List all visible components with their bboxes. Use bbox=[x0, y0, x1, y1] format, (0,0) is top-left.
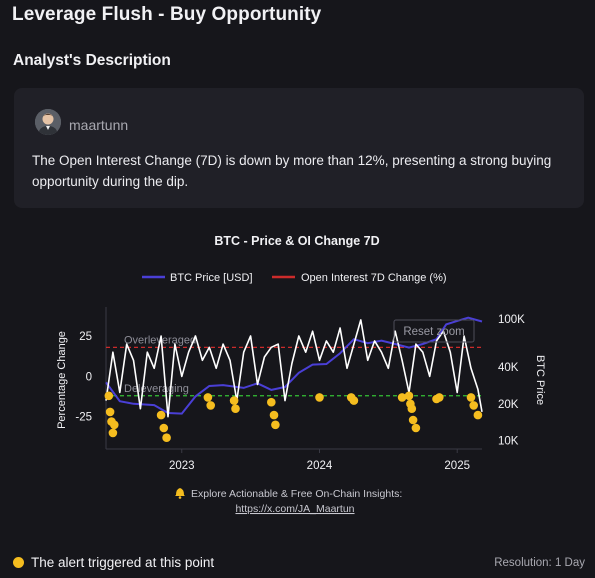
legend-label-open-interest: Open Interest 7D Change (%) bbox=[301, 272, 447, 284]
reset-zoom-button[interactable]: Reset zoom bbox=[393, 319, 475, 343]
chart-container: BTC - Price & OI Change 7D BTC Price [US… bbox=[0, 225, 595, 525]
alert-point[interactable] bbox=[105, 407, 115, 417]
chart-legend: BTC Price [USD] Open Interest 7D Change … bbox=[142, 272, 447, 284]
right-axis-label: BTC Price bbox=[534, 355, 546, 405]
avatar bbox=[35, 109, 61, 135]
watermark-text: Explore Actionable & Free On-Chain Insig… bbox=[191, 488, 402, 500]
alert-point[interactable] bbox=[473, 410, 483, 420]
alert-legend-text: The alert triggered at this point bbox=[31, 555, 215, 570]
alert-point[interactable] bbox=[104, 391, 114, 401]
series-line-open-interest bbox=[105, 319, 483, 418]
alert-point[interactable] bbox=[231, 404, 240, 413]
alert-point[interactable] bbox=[411, 423, 421, 433]
page-title: Leverage Flush - Buy Opportunity bbox=[12, 4, 322, 25]
left-tick-label: 0 bbox=[86, 371, 92, 383]
alert-point[interactable] bbox=[203, 393, 213, 402]
alert-point[interactable] bbox=[159, 423, 169, 433]
btc-price-oi-chart: BTC - Price & OI Change 7D BTC Price [US… bbox=[56, 234, 546, 515]
x-tick-label: 2024 bbox=[307, 460, 333, 472]
alert-marker-icon bbox=[13, 557, 24, 568]
alert-point[interactable] bbox=[408, 415, 418, 425]
resolution-label: Resolution: 1 Day bbox=[494, 557, 585, 569]
right-tick-label: 100K bbox=[498, 314, 525, 326]
description-card: maartunn The Open Interest Change (7D) i… bbox=[14, 88, 584, 208]
alert-point[interactable] bbox=[397, 393, 407, 402]
left-axis-label: Percentage Change bbox=[56, 331, 68, 429]
alert-point[interactable] bbox=[206, 401, 215, 410]
alert-point[interactable] bbox=[162, 433, 171, 442]
description-text: The Open Interest Change (7D) is down by… bbox=[32, 153, 552, 189]
alert-point[interactable] bbox=[349, 396, 359, 405]
watermark: Explore Actionable & Free On-Chain Insig… bbox=[175, 488, 402, 515]
alert-point[interactable] bbox=[108, 428, 118, 438]
threshold-label-deleveraging: Deleveraging bbox=[124, 383, 189, 395]
bell-icon bbox=[175, 488, 185, 499]
section-heading: Analyst's Description bbox=[13, 52, 171, 69]
watermark-link[interactable]: https://x.com/JA_Maartun bbox=[235, 503, 354, 515]
legend-item-open-interest[interactable]: Open Interest 7D Change (%) bbox=[272, 272, 447, 284]
alert-point[interactable] bbox=[407, 404, 417, 413]
alert-point[interactable] bbox=[229, 396, 239, 405]
reset-zoom-label: Reset zoom bbox=[403, 326, 464, 338]
left-tick-label: 25 bbox=[79, 331, 92, 343]
right-tick-label: 10K bbox=[498, 435, 519, 447]
alert-point[interactable] bbox=[110, 420, 119, 430]
alert-point[interactable] bbox=[435, 393, 444, 402]
alert-point[interactable] bbox=[466, 393, 476, 402]
alert-point[interactable] bbox=[315, 393, 324, 402]
alert-point[interactable] bbox=[267, 397, 276, 407]
left-tick-label: -25 bbox=[75, 412, 92, 424]
alert-point[interactable] bbox=[269, 410, 279, 420]
alert-point[interactable] bbox=[404, 391, 414, 401]
legend-label-btc-price: BTC Price [USD] bbox=[170, 272, 253, 284]
alert-point[interactable] bbox=[156, 410, 166, 420]
legend-item-btc-price[interactable]: BTC Price [USD] bbox=[142, 272, 253, 284]
right-tick-label: 40K bbox=[498, 362, 519, 374]
chart-title: BTC - Price & OI Change 7D bbox=[214, 234, 379, 248]
author-name: maartunn bbox=[69, 117, 129, 133]
x-tick-label: 2025 bbox=[444, 460, 470, 472]
alert-point[interactable] bbox=[469, 401, 479, 410]
right-tick-label: 20K bbox=[498, 399, 519, 411]
alert-point[interactable] bbox=[271, 420, 280, 430]
x-tick-label: 2023 bbox=[169, 460, 195, 472]
